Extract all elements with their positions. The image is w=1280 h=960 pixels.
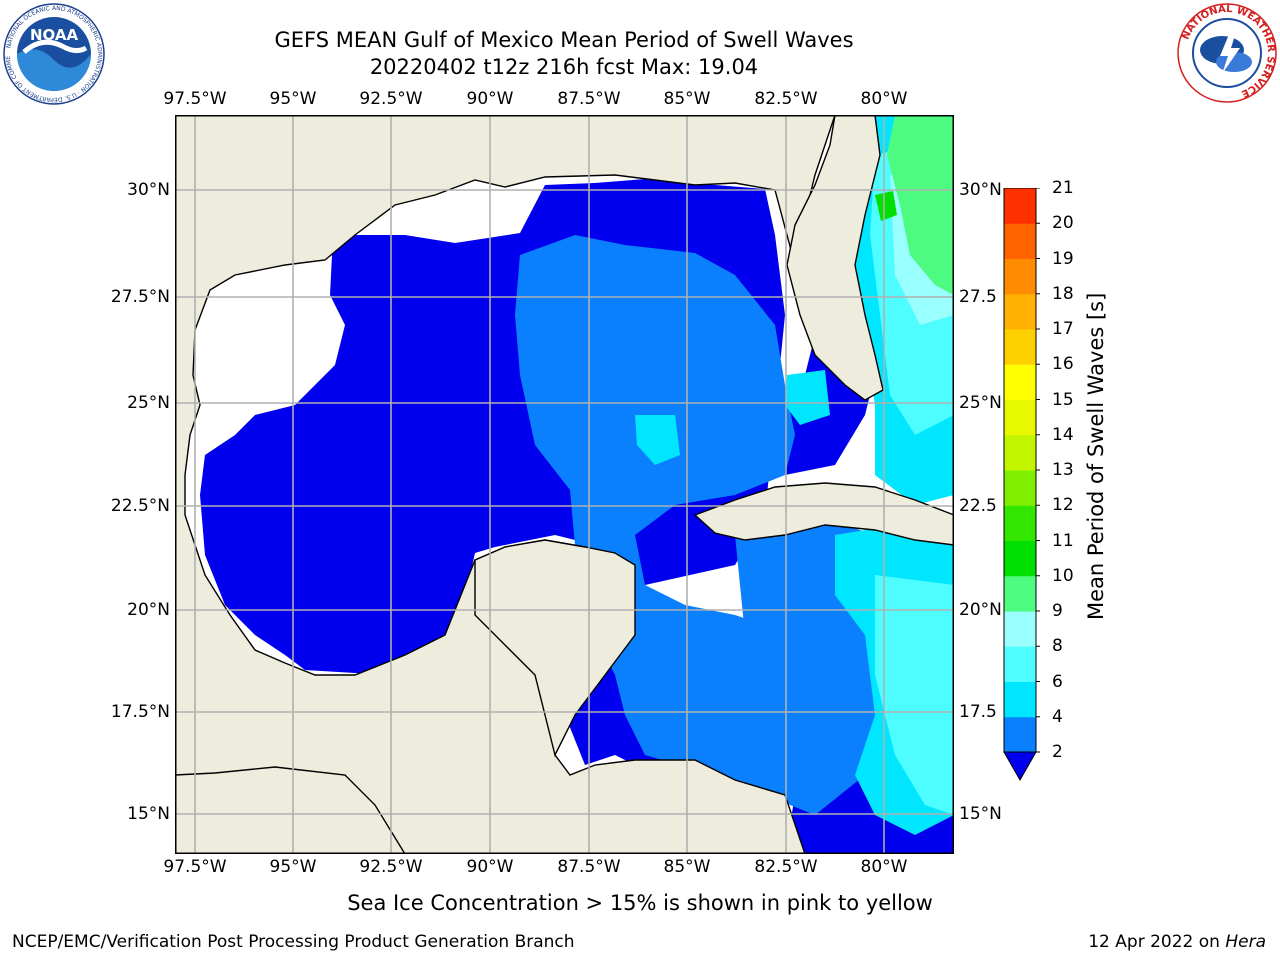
colorbar-tick-label: 2	[1052, 742, 1063, 762]
colorbar-tick-label: 15	[1052, 389, 1074, 410]
map-frame	[175, 115, 954, 854]
lat-tick-left: 15°N	[127, 804, 170, 824]
colorbar-segment	[1004, 364, 1036, 400]
sea-ice-note: Sea Ice Concentration > 15% is shown in …	[347, 891, 933, 915]
colorbar-tick-label: 21	[1052, 178, 1074, 198]
lon-tick-bottom: 85°W	[663, 857, 711, 877]
lon-tick-top: 80°W	[860, 89, 908, 109]
colorbar-svg	[1003, 188, 1040, 782]
lat-tick-left: 17.5°N	[110, 702, 170, 722]
lon-tick-top: 90°W	[466, 89, 514, 109]
colorbar-tick-label: 20	[1052, 213, 1074, 234]
lon-tick-top: 87.5°W	[557, 89, 621, 109]
lon-tick-bottom: 92.5°W	[359, 857, 423, 877]
colorbar-segment	[1004, 434, 1036, 471]
swell-region-4-6-gulf	[635, 415, 680, 465]
lat-tick-right: 17.5	[959, 702, 997, 722]
lon-tick-top: 97.5°W	[163, 89, 227, 109]
lon-tick-bottom: 90°W	[466, 857, 514, 877]
lon-tick-top: 82.5°W	[754, 89, 818, 109]
footer-credit: NCEP/EMC/Verification Post Processing Pr…	[12, 932, 575, 952]
lon-tick-top: 92.5°W	[359, 89, 423, 109]
swell-region-4-6-fl	[785, 370, 830, 425]
lon-tick-bottom: 80°W	[860, 857, 908, 877]
colorbar-tick-label: 8	[1052, 636, 1063, 657]
colorbar-tick-label: 4	[1052, 706, 1063, 727]
colorbar	[1000, 188, 1040, 784]
lat-tick-left: 25°N	[127, 393, 170, 413]
colorbar-segment	[1004, 399, 1036, 436]
colorbar-tick-label: 14	[1052, 424, 1074, 445]
colorbar-segment	[1004, 646, 1036, 682]
land-masses	[175, 115, 954, 854]
colorbar-tick-label: 16	[1052, 354, 1074, 375]
land-yucatan	[474, 539, 636, 758]
colorbar-segment	[1004, 258, 1036, 295]
noaa-logo: NOAA NATIONAL OCEANIC AND ATMOSPHERIC AD…	[2, 2, 106, 106]
lon-tick-top: 85°W	[663, 89, 711, 109]
colorbar-segment	[1004, 505, 1036, 541]
colorbar-tick-label: 17	[1052, 319, 1074, 339]
colorbar-segment	[1004, 293, 1036, 330]
lat-tick-left: 22.5°N	[110, 496, 170, 516]
noaa-logo-text: NOAA	[30, 26, 79, 44]
map-panel	[175, 115, 954, 854]
graticule	[175, 115, 954, 854]
lon-tick-bottom: 95°W	[269, 857, 317, 877]
lat-tick-right: 30°N	[959, 180, 1002, 200]
colorbar-tick-label: 11	[1052, 530, 1074, 551]
swell-region-9-10	[887, 115, 954, 295]
colorbar-segment	[1004, 470, 1036, 506]
colorbar-label: Mean Period of Swell Waves [s]	[1084, 292, 1108, 620]
colorbar-tick-label: 6	[1052, 671, 1063, 692]
lon-tick-top: 95°W	[269, 89, 317, 109]
colorbar-under-triangle	[1003, 751, 1037, 782]
land-florida	[786, 115, 884, 401]
footer-date-text: 12 Apr 2022 on	[1088, 932, 1226, 952]
colorbar-segment	[1004, 611, 1036, 647]
colorbar-segment	[1004, 681, 1036, 718]
colorbar-tick-label: 10	[1052, 565, 1074, 586]
footer-host: Hera	[1225, 932, 1266, 952]
colorbar-segment	[1004, 329, 1036, 365]
lat-tick-right: 20°N	[959, 600, 1002, 620]
colorbar-tick-label: 12	[1052, 495, 1074, 516]
lat-tick-right: 25°N	[959, 393, 1002, 413]
colorbar-segment	[1004, 188, 1036, 224]
land-cuba	[693, 482, 954, 546]
lat-tick-left: 30°N	[127, 180, 170, 200]
chart-title: GEFS MEAN Gulf of Mexico Mean Period of …	[274, 28, 854, 52]
colorbar-segment	[1004, 223, 1036, 259]
colorbar-tick-label: 18	[1052, 283, 1074, 304]
footer-date: 12 Apr 2022 on Hera	[1088, 932, 1266, 952]
swell-region-10-11	[875, 191, 897, 221]
lon-tick-bottom: 87.5°W	[557, 857, 621, 877]
colorbar-segment	[1004, 540, 1036, 577]
colorbar-tick-label: 13	[1052, 460, 1074, 480]
swell-region-6-8	[875, 575, 954, 815]
lat-tick-right: 15°N	[959, 804, 1002, 824]
lat-tick-left: 20°N	[127, 600, 170, 620]
lon-tick-bottom: 82.5°W	[754, 857, 818, 877]
colorbar-tick-label: 9	[1052, 601, 1063, 621]
lon-tick-bottom: 97.5°W	[163, 857, 227, 877]
colorbar-tick-label: 19	[1052, 248, 1074, 269]
colorbar-segment	[1004, 575, 1036, 612]
lat-tick-left: 27.5°N	[110, 287, 170, 307]
map-svg	[175, 115, 954, 854]
colorbar-segment	[1004, 716, 1036, 753]
lat-tick-right: 22.5	[959, 496, 997, 516]
chart-subtitle: 20220402 t12z 216h fcst Max: 19.04	[369, 55, 759, 79]
nws-logo: NATIONAL WEATHER SERVICE	[1176, 2, 1278, 104]
lat-tick-right: 27.5	[959, 287, 997, 307]
